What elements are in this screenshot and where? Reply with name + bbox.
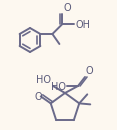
Text: HO: HO — [51, 82, 66, 92]
Text: O: O — [86, 66, 94, 76]
Text: O: O — [63, 3, 71, 13]
Text: HO: HO — [36, 75, 51, 85]
Text: O: O — [35, 92, 42, 102]
Text: OH: OH — [75, 20, 90, 30]
